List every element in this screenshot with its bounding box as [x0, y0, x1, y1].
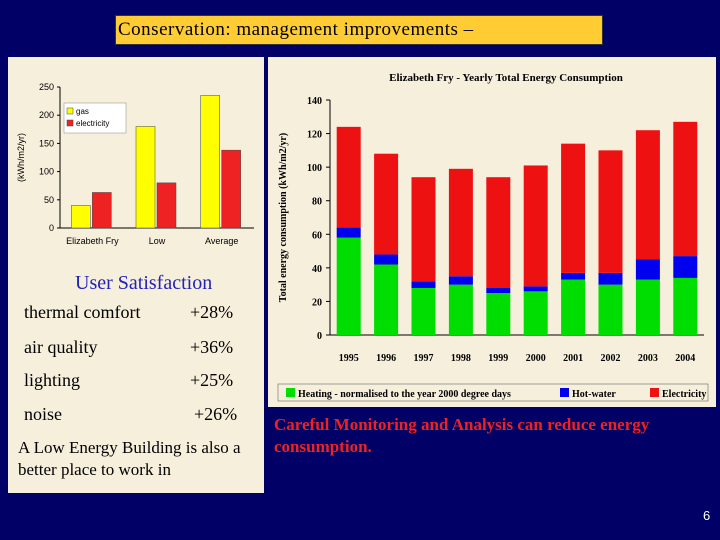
slide-caption: Careful Monitoring and Analysis can redu…: [274, 415, 650, 456]
chart2-bar-segment: [448, 284, 473, 335]
comparison-chart: 0 50 100 150 200 250 (kWh/m2/yr) Elizabeth Fry L…: [8, 57, 264, 257]
satisfaction-value-lighting: +25%: [190, 370, 234, 390]
satisfaction-label-noise: noise: [24, 404, 62, 424]
chart1-category-label: Average: [205, 236, 238, 246]
chart1-ytick-label: 200: [39, 110, 54, 120]
chart2-bar-segment: [374, 264, 399, 335]
chart2-ytick-label: 20: [312, 297, 322, 308]
chart2-category-label: 2000: [526, 353, 546, 364]
chart2-bar-segment: [673, 121, 698, 257]
chart2-category-label: 2004: [675, 353, 695, 364]
chart2-category-label: 1999: [488, 353, 508, 364]
chart2-bar-segment: [673, 277, 698, 335]
chart2-bar-segment: [635, 130, 660, 260]
chart2-bar-segment: [598, 150, 623, 273]
chart1-ytick-label: 100: [39, 167, 54, 177]
chart1-legend-label: gas: [76, 107, 89, 116]
chart2-bar-segment: [523, 291, 548, 335]
chart2-bar-segment: [561, 279, 586, 335]
chart2-legend-box: [277, 383, 709, 402]
chart2-ytick-label: 80: [312, 197, 322, 208]
chart1-bar-electricity: [156, 182, 177, 229]
chart2-bar-segment: [486, 177, 511, 288]
chart1-legend-box: [63, 102, 127, 134]
chart1-bar-gas: [71, 205, 91, 229]
satisfaction-note: A Low Energy Building is also a better p…: [18, 438, 241, 479]
chart2-legend-swatch: [286, 388, 295, 397]
chart2-bar-segment: [561, 272, 586, 280]
satisfaction-value-noise: +26%: [194, 404, 238, 424]
chart2-bar-segment: [336, 227, 361, 238]
chart1-legend-swatch: [66, 119, 74, 127]
chart1-legend-swatch: [66, 107, 74, 115]
chart1-bar-electricity: [92, 192, 112, 229]
chart1-bar-electricity: [221, 149, 241, 229]
page-number: 6: [703, 508, 711, 523]
chart2-bar-segment: [523, 165, 548, 287]
chart2-bar-segment: [635, 259, 660, 280]
chart2-ytick-label: 40: [312, 264, 322, 275]
left-panel: 0 50 100 150 200 250 (kWh/m2/yr) Elizabeth Fry L…: [8, 57, 264, 493]
chart2-legend-label: Hot-water: [572, 389, 616, 400]
chart2-bar-segment: [411, 288, 436, 335]
chart2-category-label: 2003: [638, 353, 658, 364]
chart2-category-label: 1998: [451, 353, 471, 364]
chart1-ytick-label: 250: [39, 82, 54, 92]
chart1-ylabel: (kWh/m2/yr): [16, 133, 26, 182]
chart2-bar-segment: [561, 143, 586, 273]
chart1-category-label: Low: [149, 236, 166, 246]
chart2-bar-segment: [598, 272, 623, 285]
chart2-ytick-label: 140: [307, 96, 322, 107]
satisfaction-label-lighting: lighting: [24, 370, 81, 390]
chart2-category-label: 2002: [601, 353, 621, 364]
chart2-legend-label: Heating - normalised to the year 2000 de…: [298, 389, 511, 400]
chart1-ytick-label: 50: [44, 195, 54, 205]
chart2-bar-segment: [486, 288, 511, 294]
chart2-bar-segment: [374, 254, 399, 265]
chart2-bar-segment: [336, 126, 361, 228]
chart2-bar-segment: [411, 281, 436, 288]
chart2-ylabel: Total energy consumption (kWh/m2/yr): [278, 133, 289, 302]
chart2-legend-swatch: [650, 388, 659, 397]
chart1-ytick-label: 150: [39, 138, 54, 148]
chart1-bar-gas: [135, 126, 156, 229]
chart2-bar-segment: [448, 276, 473, 285]
chart2-legend-swatch: [560, 388, 569, 397]
chart2-bar-segment: [448, 168, 473, 277]
satisfaction-value-air: +36%: [190, 337, 234, 357]
chart2-bar-segment: [336, 237, 361, 335]
satisfaction-label-air: air quality: [24, 337, 98, 357]
yearly-energy-chart: Elizabeth Fry - Yearly Total Energy Cons…: [268, 57, 716, 407]
chart2-ytick-label: 60: [312, 230, 322, 241]
chart2-ytick-label: 100: [307, 163, 322, 174]
slide-title: Conservation: management improvements –: [115, 15, 603, 45]
chart1-legend-label: electricity: [76, 119, 109, 128]
chart2-category-label: 1996: [376, 353, 396, 364]
satisfaction-label-thermal: thermal comfort: [24, 302, 141, 322]
chart2-bar-segment: [523, 286, 548, 292]
satisfaction-value-thermal: +28%: [190, 302, 234, 322]
chart2-bar-segment: [673, 256, 698, 278]
chart2-bar-segment: [411, 177, 436, 282]
chart1-bar-gas: [200, 95, 220, 229]
chart2-ytick-label: 0: [317, 331, 322, 342]
chart1-category-label: Elizabeth Fry: [66, 236, 119, 246]
chart2-ytick-label: 120: [307, 130, 322, 141]
chart2-legend-label: Electricity: [662, 389, 706, 400]
chart2-bar-segment: [486, 293, 511, 335]
chart1-ytick-label: 0: [49, 223, 54, 233]
chart2-bar-segment: [598, 284, 623, 335]
chart2-bar-segment: [635, 279, 660, 335]
satisfaction-title: User Satisfaction: [75, 272, 213, 294]
chart2-bar-segment: [374, 153, 399, 255]
chart2-category-label: 2001: [563, 353, 583, 364]
chart2-category-label: 1997: [414, 353, 434, 364]
chart2-title: Elizabeth Fry - Yearly Total Energy Cons…: [389, 72, 623, 84]
chart2-category-label: 1995: [339, 353, 359, 364]
